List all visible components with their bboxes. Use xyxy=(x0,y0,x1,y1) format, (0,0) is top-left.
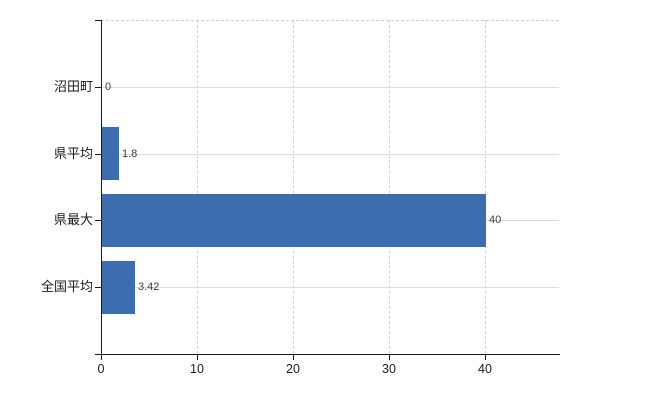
x-axis-tick xyxy=(485,355,486,360)
bar xyxy=(102,261,135,314)
x-axis-tick xyxy=(101,355,102,360)
y-axis-end-tick xyxy=(95,20,101,21)
x-axis-line xyxy=(95,354,560,355)
value-label: 3.42 xyxy=(138,281,160,293)
x-axis-tick xyxy=(389,355,390,360)
category-label: 沼田町 xyxy=(53,79,93,94)
category-label: 県最大 xyxy=(53,212,93,227)
vertical-gridline xyxy=(485,20,486,354)
x-axis-tick xyxy=(293,355,294,360)
bar xyxy=(102,194,486,247)
x-tick-label: 40 xyxy=(478,362,492,376)
vertical-gridline xyxy=(389,20,390,354)
x-tick-label: 10 xyxy=(190,362,204,376)
bar xyxy=(102,127,119,180)
vertical-gridline xyxy=(293,20,294,354)
value-label: 0 xyxy=(105,81,112,93)
value-label: 1.8 xyxy=(122,148,138,160)
x-tick-label: 30 xyxy=(382,362,396,376)
category-label: 県平均 xyxy=(53,146,93,161)
y-axis-line xyxy=(101,20,102,354)
value-label: 40 xyxy=(489,214,502,226)
category-label: 全国平均 xyxy=(40,279,93,294)
horizontal-gridline xyxy=(101,87,559,88)
horizontal-gridline xyxy=(101,154,559,155)
horizontal-gridline xyxy=(101,287,559,288)
x-tick-label: 20 xyxy=(286,362,300,376)
category-tick xyxy=(95,154,101,155)
category-tick xyxy=(95,287,101,288)
category-tick xyxy=(95,220,101,221)
category-tick xyxy=(95,87,101,88)
vertical-gridline xyxy=(197,20,198,354)
x-tick-label: 0 xyxy=(97,362,105,376)
x-axis-tick xyxy=(197,355,198,360)
plot-top-border xyxy=(101,20,559,21)
